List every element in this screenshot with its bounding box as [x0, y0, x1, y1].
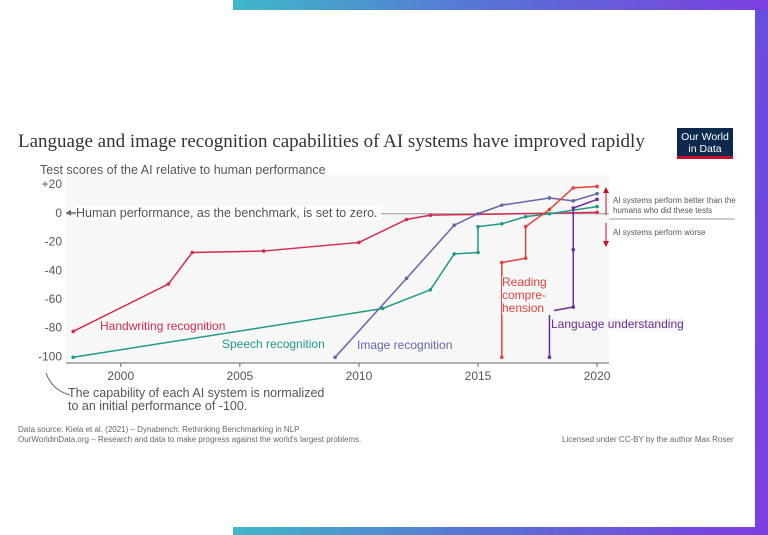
point: [571, 199, 576, 203]
point: [71, 329, 75, 334]
point: [404, 217, 409, 222]
y-tick-label: -40: [45, 263, 63, 277]
point: [357, 240, 361, 245]
series-label: Handwriting recognition: [100, 319, 226, 333]
normalized-note: The capability of each AI system is norm…: [68, 386, 325, 413]
x-tick-label: 2000: [107, 369, 134, 383]
series-line: [73, 205, 598, 359]
point: [333, 355, 337, 360]
arrow-head: [603, 241, 609, 247]
plot-background: [66, 175, 609, 363]
point: [571, 305, 576, 309]
x-tick-label: 2015: [465, 369, 492, 383]
point: [71, 355, 75, 360]
series-label: Language understanding: [551, 317, 684, 331]
point: [476, 250, 480, 255]
y-tick-label: -80: [45, 321, 63, 335]
point: [476, 224, 480, 229]
point: [595, 204, 599, 209]
point: [547, 211, 552, 216]
point: [595, 191, 599, 196]
side-bar: [755, 10, 768, 535]
y-tick-label: -100: [38, 349, 62, 363]
point: [595, 184, 599, 189]
y-tick-label: -60: [45, 292, 63, 306]
point: [595, 197, 599, 202]
point: [500, 203, 504, 207]
license: Licensed under CC-BY by the author Max R…: [562, 435, 734, 444]
point: [500, 355, 504, 360]
series-label: Speech recognition: [222, 337, 325, 351]
worse-note: AI systems perform worse: [613, 228, 706, 237]
point: [523, 256, 528, 261]
series-label: Reading compre-hension: [502, 276, 554, 315]
top-bar: [233, 0, 768, 10]
logo-line: in Data: [688, 143, 722, 155]
point: [452, 223, 456, 228]
point: [166, 282, 171, 286]
bottom-bar: [233, 527, 755, 535]
point: [452, 252, 456, 256]
series-line: [334, 192, 598, 358]
point: [404, 276, 409, 281]
better-note: AI systems perform better than the human…: [613, 196, 736, 215]
series-line: [72, 211, 598, 333]
y-tick-label: +20: [42, 177, 63, 191]
point: [190, 250, 195, 255]
site: OurWorldinData.org – Research and data t…: [18, 435, 362, 444]
point: [428, 288, 433, 292]
y-tick-label: -20: [45, 235, 63, 249]
point: [547, 355, 552, 360]
subtitle: Test scores of the AI relative to human …: [40, 163, 326, 177]
point: [428, 213, 433, 217]
normalized-arrow: [45, 372, 71, 396]
x-tick-label: 2020: [584, 369, 611, 383]
series-label: Image recognition: [357, 338, 453, 352]
arrow-head: [603, 187, 609, 193]
point: [380, 306, 385, 311]
arrow-head: [66, 209, 71, 216]
point: [571, 247, 576, 252]
logo-line: Our World: [681, 131, 729, 143]
x-tick-label: 2005: [227, 369, 254, 383]
series-line: [548, 198, 598, 358]
point: [523, 214, 528, 219]
point: [571, 186, 576, 190]
benchmark-note: Human performance, as the benchmark, is …: [76, 206, 381, 220]
point: [547, 207, 552, 212]
point: [547, 196, 552, 200]
point: [523, 224, 528, 229]
source: Data source: Kiela et al. (2021) – Dynab…: [18, 425, 300, 434]
chart-title: Language and image recognition capabilit…: [18, 131, 645, 152]
point: [595, 210, 599, 215]
point: [261, 249, 266, 253]
point: [571, 206, 576, 210]
point: [476, 211, 480, 216]
point: [500, 221, 504, 226]
x-tick-label: 2010: [346, 369, 373, 383]
y-tick-label: 0: [55, 206, 62, 220]
logo: Our World in Data: [677, 128, 733, 159]
point: [500, 260, 504, 265]
